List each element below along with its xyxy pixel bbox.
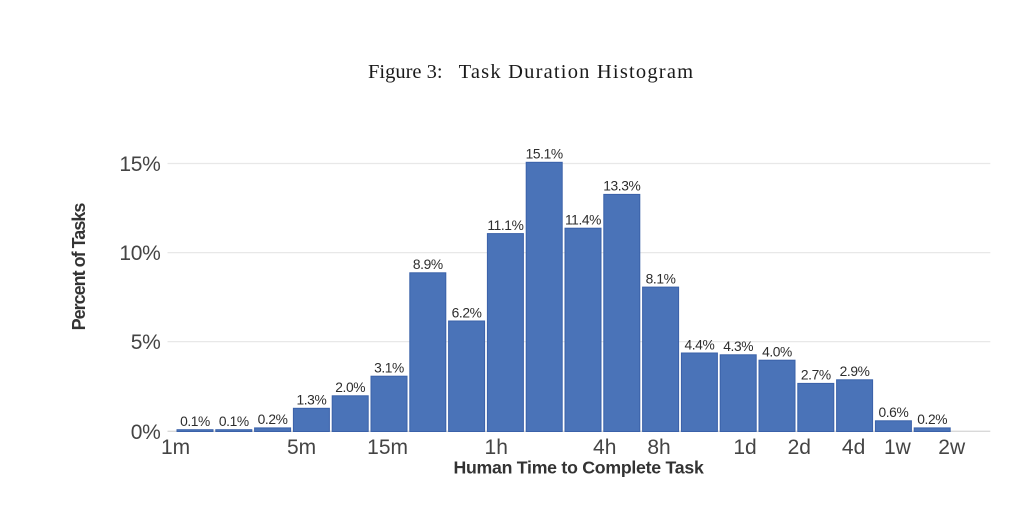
svg-text:1.3%: 1.3% (296, 393, 326, 408)
svg-text:6.2%: 6.2% (452, 305, 482, 320)
svg-text:8.1%: 8.1% (646, 271, 676, 286)
svg-text:5m: 5m (287, 436, 316, 459)
svg-text:11.4%: 11.4% (565, 213, 601, 228)
svg-text:3.1%: 3.1% (374, 361, 404, 376)
svg-text:4.4%: 4.4% (684, 337, 714, 352)
svg-text:10%: 10% (119, 242, 160, 265)
svg-text:4.3%: 4.3% (723, 339, 753, 354)
svg-text:2.0%: 2.0% (335, 380, 365, 395)
svg-text:15%: 15% (119, 153, 160, 176)
svg-text:0.1%: 0.1% (219, 414, 249, 429)
svg-text:4.0%: 4.0% (762, 345, 792, 360)
svg-text:0.1%: 0.1% (180, 414, 210, 429)
svg-text:4h: 4h (593, 436, 616, 459)
svg-text:2.7%: 2.7% (801, 368, 831, 383)
svg-text:2d: 2d (788, 436, 811, 459)
svg-text:0.2%: 0.2% (917, 412, 947, 427)
svg-text:0%: 0% (131, 421, 161, 444)
svg-text:Percent of Tasks: Percent of Tasks (69, 203, 89, 331)
svg-text:8h: 8h (647, 436, 670, 459)
svg-text:2w: 2w (938, 436, 966, 459)
svg-text:2.9%: 2.9% (840, 364, 870, 379)
svg-text:15m: 15m (367, 436, 408, 459)
svg-text:1m: 1m (161, 436, 190, 459)
svg-text:1w: 1w (884, 436, 912, 459)
svg-text:0.6%: 0.6% (878, 405, 908, 420)
svg-text:1d: 1d (733, 436, 756, 459)
svg-text:4d: 4d (842, 436, 865, 459)
svg-text:8.9%: 8.9% (413, 257, 443, 272)
svg-text:1h: 1h (485, 436, 508, 459)
svg-text:11.1%: 11.1% (487, 218, 523, 233)
svg-text:0.2%: 0.2% (258, 412, 288, 427)
svg-text:Human Time to Complete Task: Human Time to Complete Task (453, 458, 704, 478)
svg-text:5%: 5% (131, 331, 161, 354)
svg-text:13.3%: 13.3% (603, 179, 640, 194)
svg-text:15.1%: 15.1% (526, 147, 563, 162)
